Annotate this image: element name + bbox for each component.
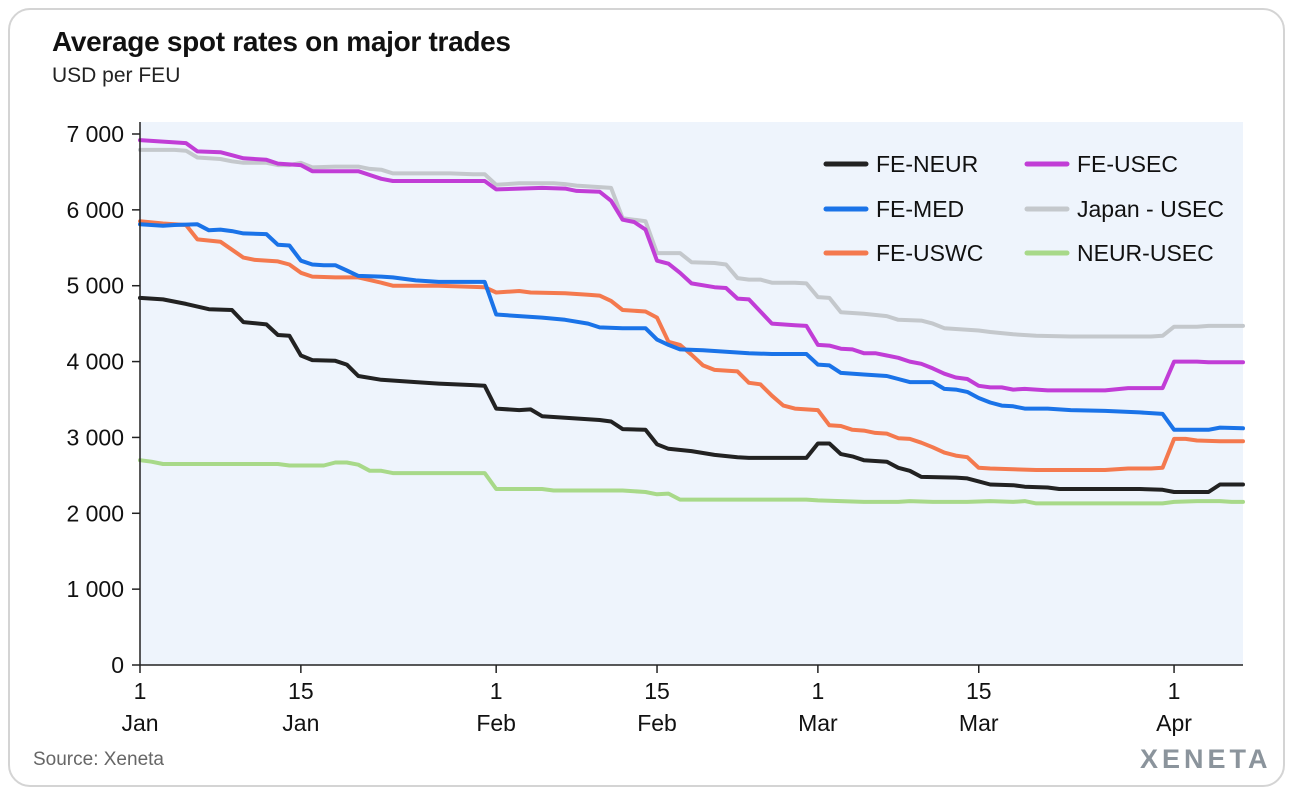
x-tick-label-month: Feb bbox=[637, 710, 677, 736]
plot-area bbox=[140, 122, 1243, 665]
chart-title: Average spot rates on major trades bbox=[52, 26, 511, 57]
chart-subtitle: USD per FEU bbox=[52, 64, 181, 87]
legend: FE-NEUR FE-USEC FE-MED Japan - USEC FE-USWC N… bbox=[823, 151, 1224, 266]
legend-label: FE-USEC bbox=[1077, 151, 1178, 177]
y-tick-label: 6 000 bbox=[66, 197, 124, 223]
x-tick-label-month: Mar bbox=[798, 710, 838, 736]
y-tick-label: 2 000 bbox=[66, 500, 124, 526]
y-tick-label: 5 000 bbox=[66, 273, 124, 299]
x-tick-label-day: 15 bbox=[288, 678, 314, 704]
source-note: Source: Xeneta bbox=[33, 749, 164, 770]
x-tick-label-month: Apr bbox=[1156, 710, 1192, 736]
axes: 0 1 000 2 000 3 000 4 000 5 000 6 000 7 000 1 Jan… bbox=[66, 121, 1243, 736]
y-tick-label: 4 000 bbox=[66, 349, 124, 375]
x-tick-label-month: Mar bbox=[959, 710, 999, 736]
x-tick-label-month: Jan bbox=[282, 710, 319, 736]
legend-label: FE-USWC bbox=[876, 240, 983, 266]
x-tick-label-day: 15 bbox=[644, 678, 670, 704]
legend-label: FE-MED bbox=[876, 196, 964, 222]
series-line-fe-uswc bbox=[138, 219, 1245, 472]
series-line-japan-usec bbox=[138, 147, 1245, 339]
x-tick-label-month: Jan bbox=[121, 710, 158, 736]
series-line-neur-usec bbox=[138, 458, 1245, 506]
series-line-fe-neur bbox=[138, 295, 1245, 494]
x-tick-label-month: Feb bbox=[476, 710, 516, 736]
y-tick-label: 0 bbox=[111, 652, 124, 678]
x-tick-label-day: 1 bbox=[490, 678, 503, 704]
legend-label: NEUR-USEC bbox=[1077, 240, 1214, 266]
series-line-fe-usec bbox=[138, 138, 1245, 393]
y-tick-label: 1 000 bbox=[66, 576, 124, 602]
xeneta-logo: XENETA bbox=[1140, 744, 1272, 774]
x-tick-label-day: 15 bbox=[966, 678, 992, 704]
series-line-fe-med bbox=[138, 222, 1245, 432]
x-tick-label-day: 1 bbox=[134, 678, 147, 704]
x-tick-label-day: 1 bbox=[1168, 678, 1181, 704]
y-tick-label: 3 000 bbox=[66, 424, 124, 450]
x-tick-label-day: 1 bbox=[811, 678, 824, 704]
legend-label: Japan - USEC bbox=[1077, 196, 1224, 222]
legend-label: FE-NEUR bbox=[876, 151, 978, 177]
y-tick-label: 7 000 bbox=[66, 121, 124, 147]
series-lines bbox=[138, 138, 1245, 506]
